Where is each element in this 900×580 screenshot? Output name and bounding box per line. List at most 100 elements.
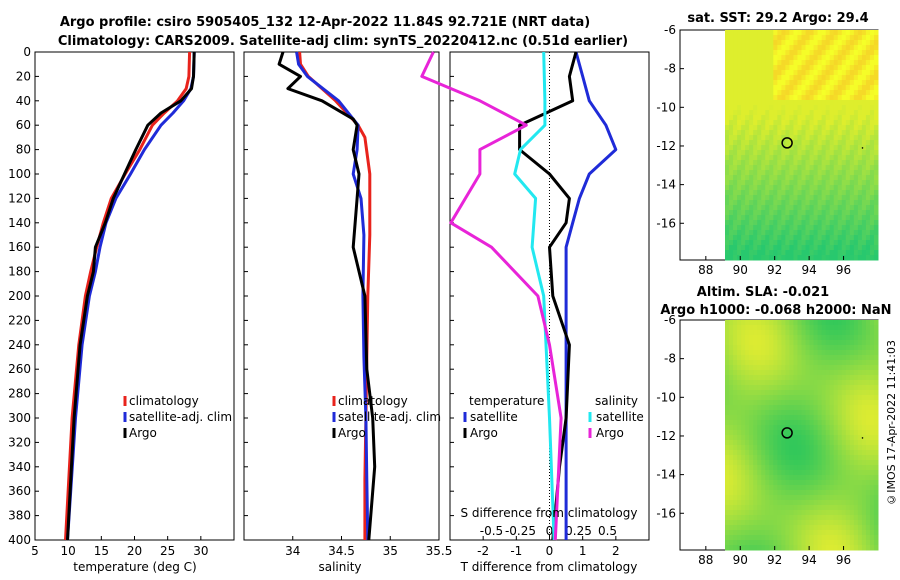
map-cell xyxy=(869,70,875,76)
map-cell xyxy=(781,130,786,136)
map-cell xyxy=(821,345,827,351)
map-cell xyxy=(829,170,835,176)
map-cell xyxy=(741,395,746,401)
map-cell xyxy=(841,395,847,401)
map-cell xyxy=(817,225,823,231)
map-cell xyxy=(865,520,871,526)
map-cell xyxy=(725,205,730,211)
map-cell xyxy=(797,545,802,551)
map-cell xyxy=(789,80,794,86)
map-cell xyxy=(845,420,851,426)
map-cell xyxy=(805,325,811,331)
map-cell xyxy=(753,325,758,331)
map-cell xyxy=(753,440,758,446)
map-cell xyxy=(757,525,762,531)
map-cell xyxy=(857,450,863,456)
map-cell xyxy=(813,240,819,246)
map-cell xyxy=(821,350,827,356)
map-cell xyxy=(849,530,855,536)
map-cell xyxy=(789,185,794,191)
map-cell xyxy=(757,230,762,236)
map-cell xyxy=(869,435,875,441)
map-cell xyxy=(845,75,851,81)
map-cell xyxy=(765,410,770,416)
map-cell xyxy=(841,440,847,446)
map-cell xyxy=(737,110,742,116)
map-cell xyxy=(869,220,875,226)
map-cell xyxy=(761,540,766,546)
map-cell xyxy=(853,475,859,481)
map-cell xyxy=(797,505,802,511)
map-cell xyxy=(817,445,823,451)
map-cell xyxy=(797,95,802,101)
map-cell xyxy=(857,370,863,376)
map-cell xyxy=(801,430,807,436)
map-cell xyxy=(777,480,782,486)
map-cell xyxy=(825,215,831,221)
map-cell xyxy=(829,340,835,346)
map-cell xyxy=(757,415,762,421)
map-cell xyxy=(869,105,875,111)
map-cell xyxy=(797,200,802,206)
map-cell xyxy=(745,460,750,466)
map-cell xyxy=(841,430,847,436)
map-cell xyxy=(785,515,790,521)
map-cell xyxy=(773,355,778,361)
map-cell xyxy=(785,55,790,61)
map-cell xyxy=(821,440,827,446)
map-cell xyxy=(797,420,802,426)
map-cell xyxy=(753,95,758,101)
map-cell xyxy=(809,520,815,526)
map-cell xyxy=(757,170,762,176)
map-cell xyxy=(725,490,730,496)
map-cell xyxy=(861,190,867,196)
map-cell xyxy=(733,180,738,186)
map-cell xyxy=(793,375,798,381)
map-cell xyxy=(797,65,802,71)
map-cell xyxy=(737,335,742,341)
map-cell xyxy=(865,180,871,186)
map-cell xyxy=(813,370,819,376)
map-cell xyxy=(745,210,750,216)
map-cell xyxy=(781,180,786,186)
map-cell xyxy=(757,140,762,146)
map-cell xyxy=(725,495,730,501)
map-cell xyxy=(785,545,790,551)
map-cell xyxy=(765,360,770,366)
map-cell xyxy=(793,95,798,101)
map-cell xyxy=(749,235,754,241)
map-cell xyxy=(821,360,827,366)
map-cell xyxy=(781,450,786,456)
map-cell xyxy=(841,95,847,101)
map-cell xyxy=(869,380,875,386)
map-cell xyxy=(861,60,867,66)
map-cell xyxy=(849,455,855,461)
map-cell xyxy=(837,160,843,166)
map-cell xyxy=(737,345,742,351)
map-cell xyxy=(749,365,754,371)
map-cell xyxy=(845,465,851,471)
map-cell xyxy=(729,45,734,51)
map-cell xyxy=(837,45,843,51)
map-cell xyxy=(729,480,734,486)
map-cell xyxy=(833,30,839,36)
map-cell xyxy=(757,435,762,441)
map-cell xyxy=(849,40,855,46)
map-cell xyxy=(853,195,859,201)
map-cell xyxy=(809,375,815,381)
map-cell xyxy=(841,135,847,141)
map-cell xyxy=(857,125,863,131)
map-cell xyxy=(873,150,879,156)
map-cell xyxy=(821,220,827,226)
map-cell xyxy=(797,425,802,431)
map-cell xyxy=(857,30,863,36)
map-cell xyxy=(857,70,863,76)
map-cell xyxy=(745,165,750,171)
map-cell xyxy=(869,385,875,391)
map-cell xyxy=(745,320,750,326)
map-cell xyxy=(797,160,802,166)
map-cell xyxy=(817,410,823,416)
map-cell xyxy=(765,350,770,356)
map-cell xyxy=(789,85,794,91)
map-cell xyxy=(853,340,859,346)
